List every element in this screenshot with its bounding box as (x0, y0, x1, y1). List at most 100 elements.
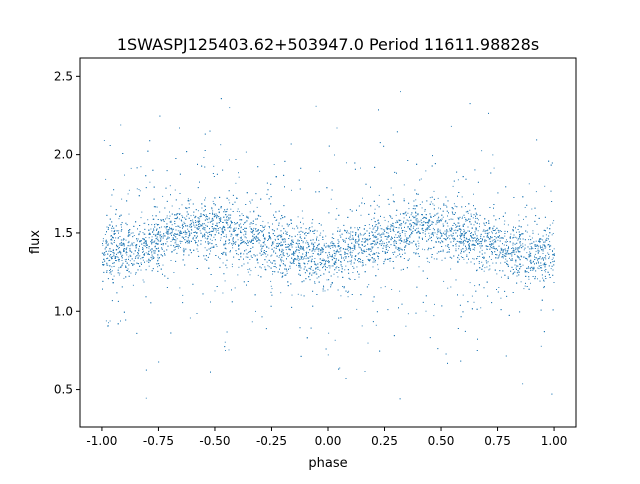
data-point (418, 237, 420, 239)
data-point (215, 231, 217, 233)
data-point (507, 224, 509, 226)
data-point (259, 252, 261, 254)
data-point (447, 251, 449, 253)
data-point (360, 214, 362, 216)
data-point (486, 262, 488, 264)
data-point (314, 283, 316, 284)
data-points (101, 91, 555, 400)
data-point (504, 290, 506, 292)
data-point (255, 228, 257, 229)
data-point (264, 237, 266, 239)
data-point (405, 231, 407, 232)
data-point (402, 230, 404, 231)
data-point (363, 233, 365, 235)
data-point (128, 240, 130, 242)
data-point (335, 246, 337, 248)
data-point (545, 234, 547, 236)
data-point (393, 231, 395, 232)
data-point (280, 261, 282, 263)
data-point (225, 350, 226, 351)
data-point (212, 212, 213, 214)
data-point (395, 214, 397, 216)
data-point (375, 324, 377, 326)
data-point (280, 292, 282, 294)
data-point (196, 244, 198, 246)
data-point (174, 242, 176, 244)
data-point (249, 211, 251, 213)
data-point (374, 253, 376, 255)
data-point (323, 273, 325, 275)
data-point (151, 251, 153, 253)
data-point (255, 310, 256, 312)
data-point (437, 218, 439, 220)
data-point (489, 241, 491, 243)
data-point (119, 244, 121, 246)
data-point (151, 248, 153, 249)
data-point (456, 225, 457, 227)
data-point (269, 237, 271, 239)
data-point (487, 261, 489, 263)
data-point (482, 264, 484, 266)
data-point (283, 260, 285, 262)
data-point (242, 239, 243, 241)
data-point (317, 244, 319, 246)
data-point (374, 208, 376, 210)
data-point (417, 247, 419, 249)
data-point (237, 274, 239, 276)
data-point (395, 246, 397, 248)
data-point (462, 216, 463, 218)
data-point (482, 230, 484, 232)
data-point (377, 220, 379, 222)
data-point (119, 272, 121, 274)
data-point (249, 268, 251, 270)
data-point (151, 241, 153, 243)
data-point (553, 220, 555, 222)
data-point (262, 225, 263, 227)
data-point (128, 256, 130, 258)
data-point (552, 274, 554, 276)
data-point (229, 159, 230, 161)
data-point (540, 258, 542, 260)
data-point (121, 198, 123, 200)
data-point (475, 227, 477, 229)
data-point (208, 236, 210, 238)
data-point (480, 247, 482, 249)
data-point (477, 240, 479, 242)
data-point (427, 239, 429, 241)
data-point (526, 259, 528, 261)
data-point (229, 107, 231, 109)
data-point (245, 249, 247, 251)
data-point (248, 240, 250, 242)
data-point (499, 253, 501, 255)
data-point (441, 240, 443, 242)
data-point (307, 261, 309, 262)
data-point (329, 267, 331, 269)
data-point (213, 245, 215, 247)
data-point (169, 221, 171, 223)
data-point (545, 263, 547, 265)
data-point (323, 264, 325, 266)
data-point (459, 237, 461, 239)
data-point (188, 226, 190, 228)
data-point (473, 258, 475, 260)
data-point (438, 230, 440, 232)
data-point (197, 210, 199, 212)
data-point (394, 245, 396, 247)
data-point (464, 230, 466, 232)
data-point (104, 254, 106, 256)
data-point (202, 223, 204, 225)
data-point (524, 285, 526, 287)
data-point (140, 166, 142, 168)
data-point (177, 213, 179, 215)
data-point (290, 262, 292, 264)
data-point (144, 222, 146, 224)
data-point (331, 245, 333, 247)
data-point (300, 256, 302, 258)
data-point (530, 282, 531, 284)
data-point (338, 317, 340, 319)
data-point (128, 189, 130, 191)
data-point (526, 286, 528, 287)
data-point (461, 196, 463, 198)
data-point (106, 262, 108, 264)
data-point (151, 236, 153, 238)
